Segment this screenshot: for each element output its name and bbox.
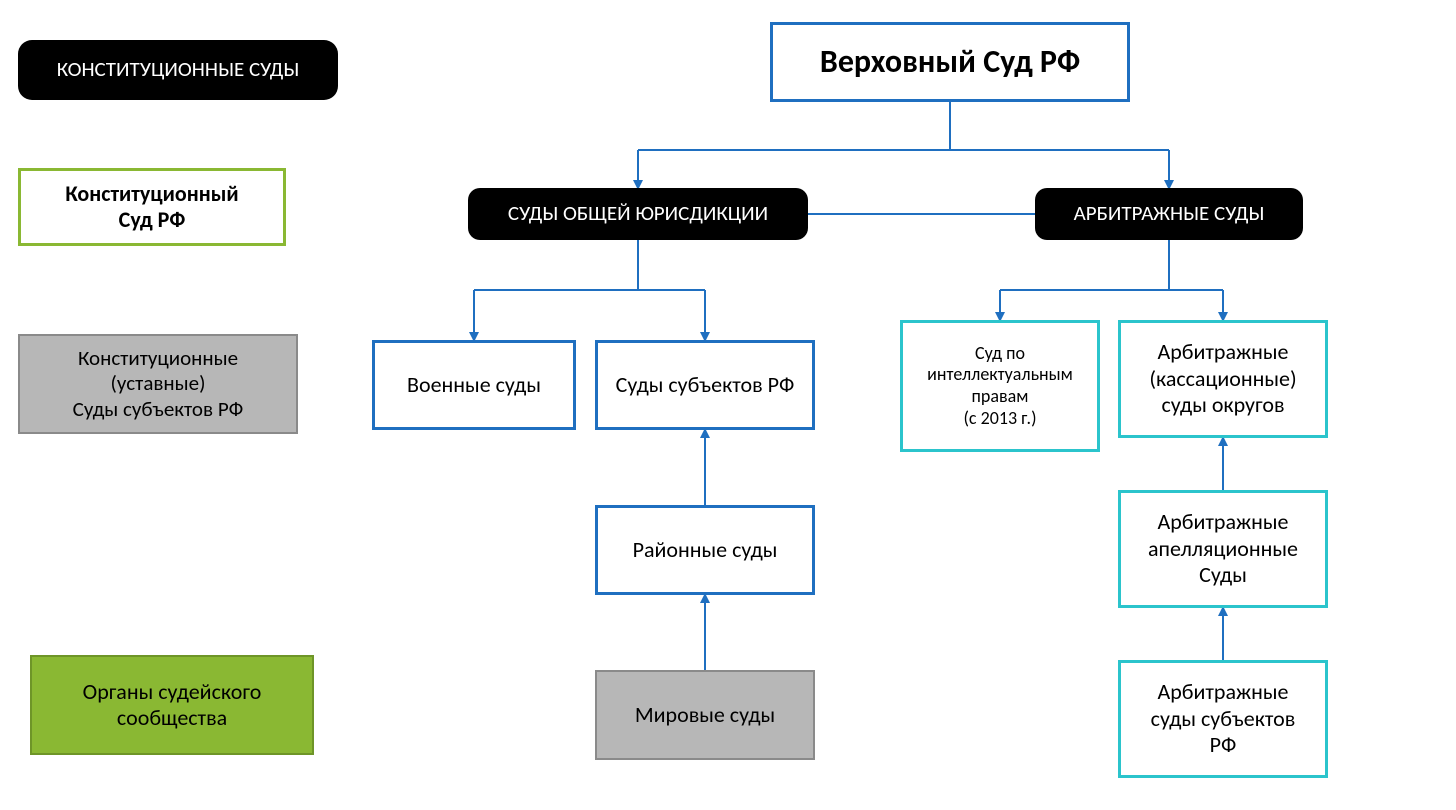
- node-supreme_court: Верховный Суд РФ: [770, 22, 1130, 102]
- node-arbitration_courts: АРБИТРАЖНЫЕ СУДЫ: [1035, 188, 1303, 240]
- node-world_courts: Мировые суды: [595, 670, 815, 760]
- node-const_subjects: Конституционные(уставные)Суды субъектов …: [18, 334, 298, 434]
- node-arb_appeal: АрбитражныеапелляционныеСуды: [1118, 490, 1328, 608]
- node-military_courts: Военные суды: [372, 340, 576, 430]
- node-judicial_bodies: Органы судейскогосообщества: [30, 655, 314, 755]
- node-arb_subjects: Арбитражныесуды субъектовРФ: [1118, 660, 1328, 778]
- node-subject_courts: Суды субъектов РФ: [595, 340, 815, 430]
- node-district_courts: Районные суды: [595, 505, 815, 595]
- node-const_court_rf: КонституционныйСуд РФ: [18, 168, 286, 246]
- node-ip_court: Суд поинтеллектуальнымправам(с 2013 г.): [900, 320, 1100, 452]
- node-arb_cassation: Арбитражные(кассационные)суды округов: [1118, 320, 1328, 438]
- node-general_jurisdiction: СУДЫ ОБЩЕЙ ЮРИСДИКЦИИ: [468, 188, 808, 240]
- node-const_courts_header: КОНСТИТУЦИОННЫЕ СУДЫ: [18, 40, 338, 100]
